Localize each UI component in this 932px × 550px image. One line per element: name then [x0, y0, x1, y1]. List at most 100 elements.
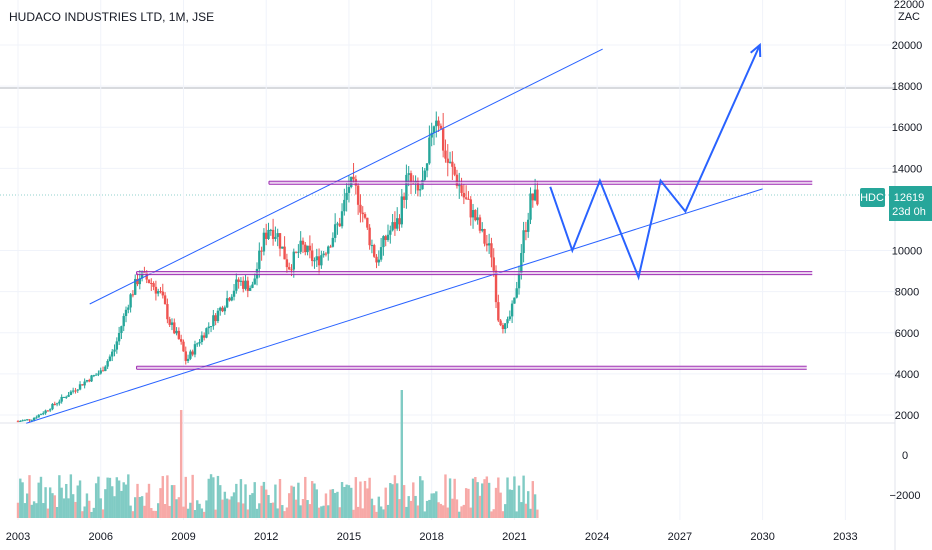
volume-bar [494, 487, 498, 518]
volume-bar [441, 505, 445, 518]
candle-body [455, 174, 459, 186]
volume-bar [510, 489, 514, 518]
candle-body [299, 240, 302, 252]
volume-bar [88, 500, 91, 518]
volume-bar [315, 489, 318, 518]
volume-bar [469, 507, 472, 518]
volume-bar [274, 484, 277, 518]
candle-body [262, 232, 266, 252]
volume-bar [173, 485, 176, 518]
candle-body [255, 268, 259, 279]
candle-body [205, 328, 208, 338]
candle-body [386, 234, 390, 240]
volume-bar [439, 503, 443, 518]
volume-bar [504, 504, 507, 518]
candle-body [416, 180, 420, 191]
candle-body [290, 269, 293, 271]
candle-body [483, 228, 486, 244]
volume-bar [258, 503, 261, 518]
volume-bar [58, 475, 61, 518]
volume-bar [386, 504, 390, 518]
volume-bar [108, 477, 112, 518]
candle-body [471, 210, 475, 218]
candle-body [446, 158, 449, 163]
volume-bar [531, 481, 535, 518]
price-tick-label: 2000 [895, 410, 919, 422]
candle-body [122, 316, 125, 327]
volume-bar [347, 485, 351, 518]
candle-body [377, 259, 381, 263]
candle-body [182, 341, 185, 352]
candle-body [159, 291, 162, 293]
candle-body [536, 189, 539, 205]
volume-bar [432, 493, 436, 518]
volume-bar [506, 477, 509, 518]
candle-body [361, 212, 364, 215]
time-axis[interactable]: 2003 2006 2009 2012 2015 2018 2021 2024 2027 2030… [6, 531, 858, 543]
candle-body [267, 229, 270, 239]
volume-bar [97, 476, 100, 518]
candle-body [258, 250, 261, 269]
volume-bar [448, 478, 452, 518]
candle-body [246, 280, 250, 291]
candle-body [170, 322, 174, 325]
candle-body [85, 380, 89, 382]
candle-body [453, 166, 456, 175]
candle-body [430, 132, 433, 138]
volume-bar [85, 493, 89, 518]
candle-body [186, 358, 190, 361]
candle-body [345, 192, 348, 200]
volume-bar [487, 482, 491, 518]
volume-bar [370, 498, 374, 518]
volume-bar [462, 504, 466, 518]
volume-bar [212, 477, 215, 518]
volume-bar [78, 480, 82, 518]
candle-body [269, 229, 273, 231]
candle-body [104, 366, 107, 372]
volume-bar [522, 475, 525, 518]
volume-bar [265, 489, 268, 518]
volume-bar [19, 478, 22, 518]
candle-body [366, 217, 369, 228]
candle-body [55, 403, 59, 405]
volume-bar [446, 507, 449, 518]
candle-body [474, 210, 477, 221]
candle-body [462, 192, 466, 198]
forecast-zigzag [549, 44, 761, 281]
volume-bar [90, 511, 93, 518]
candle-body [458, 185, 461, 187]
volume-bar [193, 510, 197, 518]
candle-body [428, 137, 431, 164]
candle-body [239, 280, 243, 282]
volume-bar [216, 475, 220, 518]
candle-body [117, 333, 121, 342]
volume-bar [65, 483, 68, 518]
candle-body [467, 198, 470, 200]
candle-body [464, 197, 468, 199]
candle-body [425, 163, 429, 171]
candle-body [504, 323, 507, 330]
symbol-title[interactable]: HUDACO INDUSTRIES LTD, 1M, JSE [9, 10, 215, 24]
price-axis[interactable]: 22000 ZAC 200001800016000140001000080006… [890, 0, 925, 502]
candle-body [515, 288, 518, 298]
volume-bar [205, 500, 208, 518]
volume-bar [267, 494, 270, 518]
volume-bar [393, 475, 397, 518]
volume-bar [368, 477, 371, 518]
candle-body [389, 230, 392, 235]
volume-bar [235, 483, 238, 518]
volume-bar [202, 511, 206, 518]
volume-bar [481, 483, 484, 518]
candle-body [260, 250, 263, 252]
volume-bar [508, 489, 512, 518]
candle-body [531, 193, 535, 201]
candle-body [78, 384, 82, 390]
candle-body [285, 259, 289, 268]
volume-bar [127, 474, 130, 518]
volume-bar [513, 476, 516, 518]
volume-bar [62, 498, 66, 518]
volume-bar [407, 496, 410, 518]
candle-body [108, 356, 112, 361]
candle-body [225, 298, 229, 308]
